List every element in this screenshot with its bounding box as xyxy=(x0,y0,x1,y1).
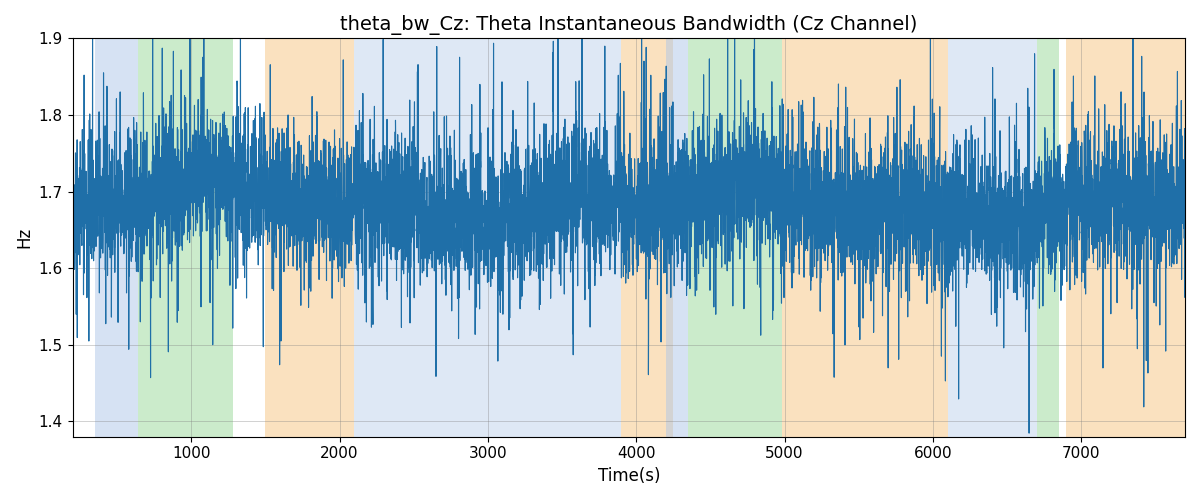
Bar xyxy=(1037,38,1058,436)
Bar xyxy=(1067,38,1186,436)
Bar xyxy=(622,38,673,436)
Y-axis label: Hz: Hz xyxy=(14,227,32,248)
Bar xyxy=(138,38,233,436)
Title: theta_bw_Cz: Theta Instantaneous Bandwidth (Cz Channel): theta_bw_Cz: Theta Instantaneous Bandwid… xyxy=(340,15,918,35)
Bar xyxy=(95,38,138,436)
Bar xyxy=(688,38,781,436)
Bar xyxy=(781,38,948,436)
X-axis label: Time(s): Time(s) xyxy=(598,467,660,485)
Bar xyxy=(265,38,354,436)
Bar xyxy=(354,38,622,436)
Bar xyxy=(948,38,1037,436)
Bar xyxy=(666,38,688,436)
